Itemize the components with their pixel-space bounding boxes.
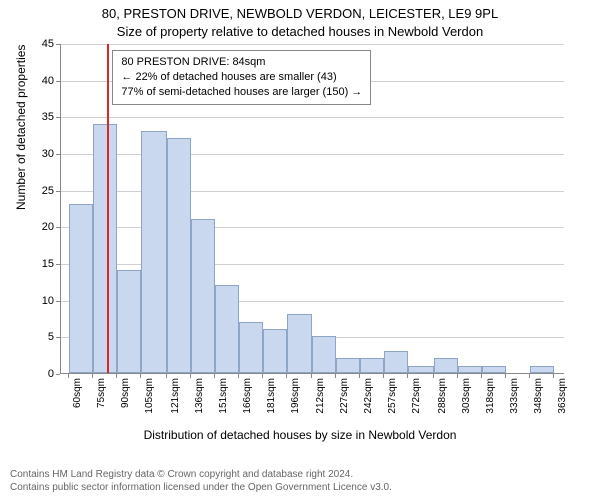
- ytick-mark: [56, 81, 60, 82]
- xtick-mark: [457, 374, 458, 378]
- ytick-mark: [56, 154, 60, 155]
- ytick-label: 0: [24, 368, 54, 380]
- histogram-bar: [384, 351, 408, 373]
- xtick-label: 303sqm: [461, 378, 472, 418]
- xtick-label: 318sqm: [485, 378, 496, 418]
- histogram-bar: [530, 366, 554, 373]
- histogram-bar: [360, 358, 384, 373]
- ytick-mark: [56, 337, 60, 338]
- ytick-label: 25: [24, 185, 54, 197]
- xtick-mark: [383, 374, 384, 378]
- xtick-label: 136sqm: [194, 378, 205, 418]
- ytick-label: 15: [24, 258, 54, 270]
- ytick-label: 45: [24, 38, 54, 50]
- histogram-bar: [263, 329, 287, 373]
- xtick-label: 75sqm: [96, 378, 107, 418]
- histogram-bar: [191, 219, 215, 373]
- footer-line: Contains public sector information licen…: [10, 481, 392, 494]
- xtick-mark: [166, 374, 167, 378]
- histogram-bar: [141, 131, 167, 373]
- histogram-bar: [93, 124, 117, 373]
- xtick-label: 181sqm: [266, 378, 277, 418]
- ytick-mark: [56, 117, 60, 118]
- xtick-mark: [140, 374, 141, 378]
- xtick-label: 272sqm: [411, 378, 422, 418]
- annotation-line: 80 PRESTON DRIVE: 84sqm: [121, 55, 362, 70]
- xtick-label: 151sqm: [218, 378, 229, 418]
- annotation-box: 80 PRESTON DRIVE: 84sqm ← 22% of detache…: [112, 50, 371, 105]
- gridline: [61, 191, 564, 192]
- ytick-mark: [56, 301, 60, 302]
- ytick-mark: [56, 44, 60, 45]
- histogram-bar: [482, 366, 506, 373]
- histogram-bar: [167, 138, 191, 373]
- x-axis-label: Distribution of detached houses by size …: [0, 428, 600, 442]
- xtick-label: 227sqm: [339, 378, 350, 418]
- xtick-mark: [238, 374, 239, 378]
- xtick-mark: [433, 374, 434, 378]
- footer-line: Contains HM Land Registry data © Crown c…: [10, 468, 392, 481]
- xtick-mark: [335, 374, 336, 378]
- xtick-label: 348sqm: [533, 378, 544, 418]
- xtick-label: 363sqm: [557, 378, 568, 418]
- xtick-label: 288sqm: [437, 378, 448, 418]
- xtick-label: 105sqm: [144, 378, 155, 418]
- xtick-label: 60sqm: [72, 378, 83, 418]
- xtick-mark: [553, 374, 554, 378]
- gridline: [61, 264, 564, 265]
- histogram-bar: [408, 366, 434, 373]
- xtick-mark: [116, 374, 117, 378]
- xtick-mark: [481, 374, 482, 378]
- ytick-label: 30: [24, 148, 54, 160]
- footer-attribution: Contains HM Land Registry data © Crown c…: [10, 468, 392, 494]
- ytick-mark: [56, 374, 60, 375]
- ytick-mark: [56, 227, 60, 228]
- xtick-mark: [68, 374, 69, 378]
- histogram-bar: [336, 358, 360, 373]
- gridline: [61, 154, 564, 155]
- xtick-label: 257sqm: [387, 378, 398, 418]
- histogram-bar: [239, 322, 263, 373]
- xtick-mark: [359, 374, 360, 378]
- xtick-label: 212sqm: [315, 378, 326, 418]
- chart-title-address: 80, PRESTON DRIVE, NEWBOLD VERDON, LEICE…: [0, 6, 600, 21]
- histogram-bar: [117, 270, 141, 373]
- xtick-mark: [311, 374, 312, 378]
- histogram-bar: [458, 366, 482, 373]
- xtick-mark: [286, 374, 287, 378]
- gridline: [61, 44, 564, 45]
- histogram-bar: [312, 336, 336, 373]
- xtick-label: 333sqm: [509, 378, 520, 418]
- property-marker-line: [107, 44, 109, 373]
- xtick-label: 242sqm: [363, 378, 374, 418]
- histogram-bar: [434, 358, 458, 373]
- xtick-mark: [262, 374, 263, 378]
- histogram-bar: [215, 285, 239, 373]
- ytick-label: 40: [24, 75, 54, 87]
- ytick-mark: [56, 264, 60, 265]
- gridline: [61, 117, 564, 118]
- xtick-mark: [407, 374, 408, 378]
- ytick-mark: [56, 191, 60, 192]
- xtick-label: 121sqm: [170, 378, 181, 418]
- xtick-mark: [214, 374, 215, 378]
- xtick-label: 196sqm: [290, 378, 301, 418]
- xtick-mark: [505, 374, 506, 378]
- ytick-label: 35: [24, 111, 54, 123]
- histogram-bar: [69, 204, 93, 373]
- xtick-mark: [529, 374, 530, 378]
- xtick-label: 166sqm: [242, 378, 253, 418]
- histogram-bar: [287, 314, 313, 373]
- property-size-chart: { "titles": { "line1": "80, PRESTON DRIV…: [0, 0, 600, 500]
- ytick-label: 10: [24, 295, 54, 307]
- annotation-line: 77% of semi-detached houses are larger (…: [121, 85, 362, 100]
- xtick-mark: [92, 374, 93, 378]
- annotation-line: ← 22% of detached houses are smaller (43…: [121, 70, 362, 85]
- ytick-label: 5: [24, 331, 54, 343]
- gridline: [61, 227, 564, 228]
- xtick-label: 90sqm: [120, 378, 131, 418]
- chart-title-description: Size of property relative to detached ho…: [0, 24, 600, 39]
- ytick-label: 20: [24, 221, 54, 233]
- xtick-mark: [190, 374, 191, 378]
